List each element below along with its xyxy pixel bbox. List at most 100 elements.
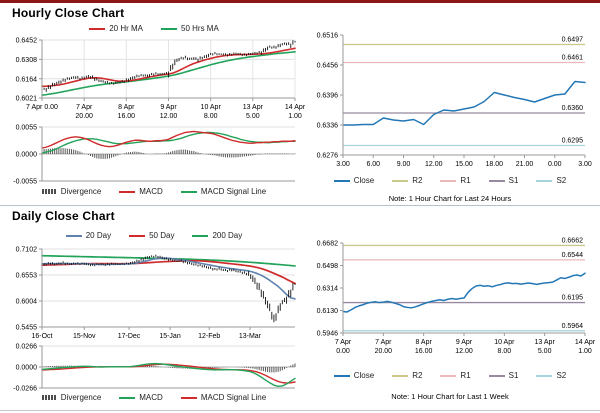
legend-label: S1 bbox=[508, 176, 519, 185]
y-tick-label: 0.6276 bbox=[317, 153, 339, 160]
y-tick-label: 0.6452 bbox=[16, 38, 38, 45]
x-tick-label: 14 Apr bbox=[285, 104, 306, 111]
legend-item-20-hr-ma: 20 Hr MA bbox=[89, 24, 143, 33]
y-tick-label: 0.0000 bbox=[16, 365, 38, 372]
x-tick-label: 13-Mar bbox=[239, 333, 262, 340]
line-swatch-icon bbox=[180, 396, 197, 399]
x-tick-label: 13 Apr bbox=[243, 104, 264, 111]
x-tick-label: 12.00 bbox=[455, 348, 473, 355]
y-tick-label: 0.6314 bbox=[317, 286, 339, 293]
pivot-week-legend: Close R2 R1 S1 S2 bbox=[305, 371, 595, 380]
legend-label: 50 Hrs MA bbox=[181, 24, 219, 33]
x-tick-label: 7 Apr bbox=[375, 339, 392, 346]
series-line-macd bbox=[41, 362, 296, 388]
x-tick-label: 0.00 bbox=[336, 348, 350, 355]
legend-item-divergence: Divergence bbox=[41, 187, 102, 196]
legend-item-divergence: Divergence bbox=[41, 393, 101, 402]
legend-label: 20 Hr MA bbox=[109, 24, 143, 33]
y-tick-label: 0.6682 bbox=[317, 241, 339, 248]
y-tick-label: 0.6498 bbox=[317, 263, 339, 270]
level-label-s2: 0.6295 bbox=[562, 138, 584, 145]
y-tick-label: 0.6516 bbox=[317, 33, 339, 40]
chart-note-week: Note: 1 Hour Chart for Last 1 Week bbox=[391, 392, 509, 401]
daily-section-title: Daily Close Chart bbox=[12, 209, 115, 223]
line-swatch-icon bbox=[180, 190, 197, 193]
legend-label: Close bbox=[353, 371, 375, 380]
legend-item-200-day: 200 Day bbox=[192, 231, 242, 240]
y-tick-label: 0.6396 bbox=[317, 93, 339, 100]
daily-macd-chart: 0.0266 0.0000 -0.0266 bbox=[13, 344, 296, 393]
line-swatch-icon bbox=[129, 234, 146, 237]
level-label-r2: 0.6662 bbox=[562, 237, 584, 244]
daily-macd-legend: Divergence MACD MACD Signal Line bbox=[8, 393, 300, 402]
x-tick-label: 15-Jan bbox=[159, 333, 181, 340]
pivot-24h-chart: 0.6497 0.6461 0.6360 0.6295 0.6516 0.6456 0.63… bbox=[317, 33, 592, 169]
legend-item-s2: S2 bbox=[536, 176, 566, 185]
pivot-24h-legend: Close R2 R1 S1 S2 bbox=[305, 176, 595, 185]
legend-label: R2 bbox=[412, 371, 423, 380]
line-swatch-icon bbox=[440, 374, 457, 377]
legend-item-macd: MACD bbox=[119, 393, 163, 402]
legend-label: 20 Day bbox=[85, 231, 112, 240]
x-tick-label: 8.00 bbox=[498, 348, 512, 355]
bottom-border bbox=[0, 410, 600, 411]
series-line-close bbox=[342, 272, 586, 313]
x-tick-label: 15-Nov bbox=[73, 333, 96, 340]
x-tick-label: 12-Feb bbox=[198, 333, 220, 340]
legend-item-r1: R1 bbox=[440, 176, 471, 185]
x-tick-label: 7 Apr bbox=[335, 339, 352, 346]
x-tick-label: 20.00 bbox=[375, 348, 393, 355]
chart-note-24h: Note: 1 Hour Chart for Last 24 Hours bbox=[388, 194, 512, 203]
legend-item-r2: R2 bbox=[392, 371, 422, 380]
x-tick-label: 8 Apr bbox=[118, 104, 135, 111]
x-tick-label: 5.00 bbox=[538, 348, 552, 355]
x-tick-label: 3.00 bbox=[336, 161, 350, 168]
y-tick-label: 0.0055 bbox=[16, 125, 38, 132]
x-tick-label: 1.00 bbox=[578, 348, 592, 355]
legend-label: Close bbox=[353, 176, 375, 185]
x-tick-label: 13 Apr bbox=[535, 339, 556, 346]
x-tick-label: 18.00 bbox=[485, 161, 503, 168]
legend-label: S1 bbox=[508, 371, 519, 380]
y-tick-label: -0.0266 bbox=[13, 386, 37, 393]
x-tick-label: 0.00 bbox=[548, 161, 562, 168]
legend-label: R2 bbox=[412, 176, 423, 185]
x-tick-label: 16.00 bbox=[415, 348, 433, 355]
legend-item-50-day: 50 Day bbox=[129, 231, 174, 240]
legend-label: R1 bbox=[460, 176, 471, 185]
legend-label: MACD Signal Line bbox=[200, 187, 267, 196]
x-tick-label: 5.00 bbox=[246, 113, 260, 120]
legend-item-50-hrs-ma: 50 Hrs MA bbox=[161, 24, 219, 33]
legend-item-20-day: 20 Day bbox=[65, 231, 112, 240]
line-swatch-icon bbox=[392, 374, 409, 377]
section-divider bbox=[0, 205, 600, 206]
hourly-price-legend: 20 Hr MA 50 Hrs MA bbox=[8, 24, 300, 33]
level-label-r2: 0.6497 bbox=[562, 37, 584, 44]
y-tick-label: 0.6164 bbox=[16, 76, 38, 83]
x-tick-label: 6.00 bbox=[366, 161, 380, 168]
line-swatch-icon bbox=[119, 396, 136, 399]
legend-label: S2 bbox=[556, 176, 567, 185]
x-tick-label: 16-Oct bbox=[31, 333, 52, 340]
legend-label: S2 bbox=[556, 371, 567, 380]
legend-item-r2: R2 bbox=[392, 176, 422, 185]
legend-label: Divergence bbox=[60, 187, 102, 196]
x-tick-label: 16.00 bbox=[118, 113, 136, 120]
legend-item-macd-signal-line: MACD Signal Line bbox=[180, 393, 267, 402]
x-tick-label: 9 Apr bbox=[456, 339, 473, 346]
x-tick-label: 7 Apr bbox=[76, 104, 93, 111]
y-tick-label: 0.6456 bbox=[317, 63, 339, 70]
legend-label: MACD Signal Line bbox=[200, 393, 267, 402]
level-label-r1: 0.6461 bbox=[562, 55, 584, 62]
y-tick-label: 0.6336 bbox=[317, 123, 339, 130]
line-swatch-icon bbox=[392, 179, 409, 182]
x-tick-label: 12.00 bbox=[425, 161, 443, 168]
legend-item-r1: R1 bbox=[440, 371, 471, 380]
y-tick-label: 0.5946 bbox=[317, 331, 339, 338]
x-tick-label: 12.00 bbox=[160, 113, 178, 120]
line-swatch-icon bbox=[536, 179, 553, 182]
y-tick-label: 0.7102 bbox=[16, 247, 38, 254]
legend-item-s1: S1 bbox=[488, 176, 519, 185]
x-tick-label: 21.00 bbox=[516, 161, 534, 168]
